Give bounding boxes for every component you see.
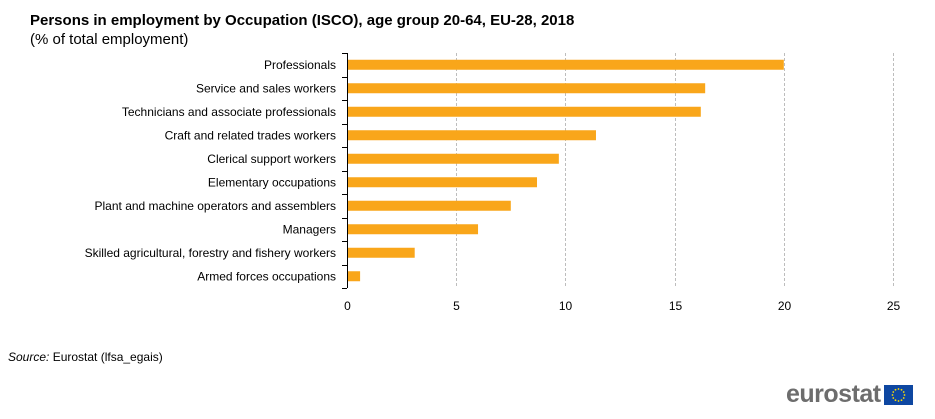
x-tick-label: 5	[453, 299, 460, 313]
source-note: Source: Eurostat (lfsa_egais)	[8, 350, 163, 364]
category-label: Armed forces occupations	[197, 269, 336, 283]
category-label: Craft and related trades workers	[165, 128, 336, 142]
x-tick-label: 25	[887, 299, 901, 313]
bar	[347, 59, 784, 70]
bar	[347, 271, 361, 282]
bar	[347, 177, 538, 188]
category-label: Clerical support workers	[207, 152, 336, 166]
chart-title: Persons in employment by Occupation (ISC…	[30, 12, 575, 29]
x-tick-label: 10	[559, 299, 573, 313]
chart-subtitle: (% of total employment)	[30, 31, 189, 48]
category-label: Elementary occupations	[208, 175, 336, 189]
category-label: Technicians and associate professionals	[122, 105, 336, 119]
x-tick-label: 0	[344, 299, 351, 313]
x-tick-label: 20	[778, 299, 792, 313]
bar	[347, 106, 701, 117]
eu-flag-icon	[883, 384, 913, 405]
category-label: Service and sales workers	[196, 81, 336, 95]
eurostat-logo: eurostat	[786, 380, 913, 409]
bar	[347, 224, 479, 235]
category-label: Professionals	[264, 58, 336, 72]
category-label: Managers	[283, 222, 336, 236]
logo-text: eurostat	[786, 380, 881, 408]
bar	[347, 247, 415, 258]
category-label: Skilled agricultural, forestry and fishe…	[85, 246, 336, 260]
bar	[347, 83, 706, 94]
category-label: Plant and machine operators and assemble…	[95, 199, 336, 213]
bar	[347, 130, 596, 141]
bar	[347, 200, 511, 211]
bar	[347, 153, 559, 164]
x-tick-label: 15	[669, 299, 683, 313]
source-text: Eurostat (lfsa_egais)	[49, 350, 163, 364]
source-label: Source:	[8, 350, 50, 364]
